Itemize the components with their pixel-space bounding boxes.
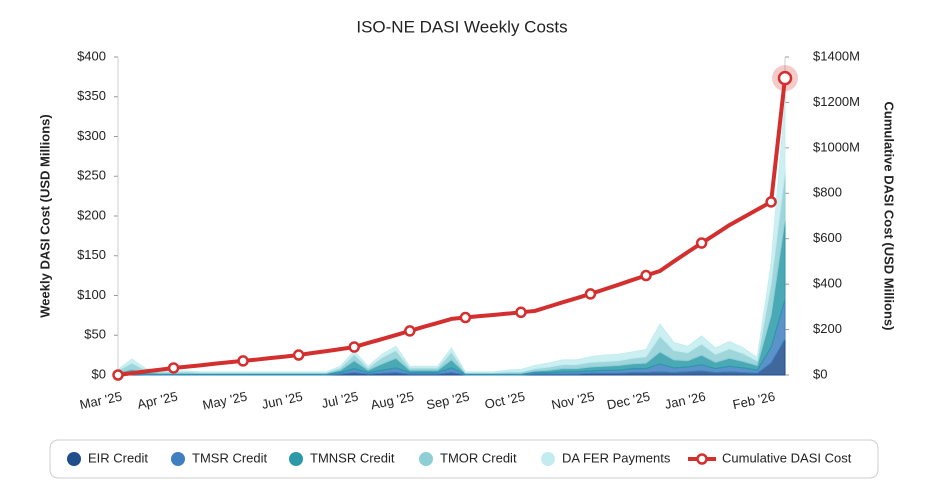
- line-marker: [348, 341, 360, 353]
- line-marker: [112, 369, 124, 381]
- line-marker: [695, 237, 708, 249]
- y-tick-label: $100: [77, 287, 106, 302]
- area: [117, 172, 786, 374]
- y2-tick-label: $800: [813, 185, 842, 200]
- y2-tick-label: $1400M: [813, 48, 860, 63]
- legend-label: TMSR Credit: [192, 450, 268, 465]
- y2-tick-label: $200: [813, 321, 842, 336]
- line-marker: [777, 70, 793, 86]
- x-tick-label: Feb '26: [731, 389, 776, 413]
- legend-box: [49, 439, 879, 479]
- x-tick-label: May '25: [201, 389, 248, 413]
- y2-tick-label: $1000M: [813, 139, 860, 154]
- legend-label: EIR Credit: [88, 450, 148, 465]
- legend-swatch: [289, 452, 303, 466]
- y-tick-label: $250: [77, 168, 106, 183]
- line-marker: [167, 362, 180, 374]
- y2-axis-label: Cumulative DASI Cost (USD Millions): [882, 102, 897, 331]
- y2-tick-label: $400: [813, 276, 842, 291]
- legend-swatch: [541, 452, 555, 466]
- x-tick-label: Aug '25: [369, 389, 415, 413]
- chart-title: ISO-NE DASI Weekly Costs: [356, 17, 567, 36]
- x-tick-label: Jul '25: [320, 389, 359, 411]
- legend-swatch: [67, 452, 81, 466]
- y-tick-label: $0: [92, 366, 106, 381]
- legend-label: TMNSR Credit: [310, 450, 395, 465]
- y-tick-label: $300: [77, 128, 106, 143]
- legend-swatch: [419, 452, 433, 466]
- x-tick-label: Sep '25: [425, 389, 471, 413]
- line-marker: [404, 325, 416, 337]
- line-marker: [237, 355, 249, 367]
- x-tick-label: Oct '25: [483, 389, 526, 412]
- y2-tick-label: $1200M: [813, 94, 860, 109]
- y2-tick-label: $600: [813, 230, 842, 245]
- x-tick-label: Jun '25: [260, 389, 304, 412]
- x-tick-label: Mar '25: [78, 389, 123, 413]
- legend-label: TMOR Credit: [440, 450, 517, 465]
- y2-tick-label: $0: [813, 366, 827, 381]
- x-tick-label: Jan '26: [663, 389, 707, 412]
- x-tick-label: Nov '25: [550, 389, 596, 413]
- y-tick-label: $350: [77, 88, 106, 103]
- legend-label: DA FER Payments: [562, 450, 671, 465]
- line-marker: [292, 349, 305, 361]
- legend-swatch: [171, 452, 185, 466]
- y-tick-label: $50: [84, 327, 106, 342]
- line-marker: [765, 196, 777, 208]
- y-tick-label: $400: [77, 48, 106, 63]
- legend-label: Cumulative DASI Cost: [722, 450, 852, 465]
- legend-swatch: [696, 453, 708, 465]
- x-tick-label: Dec '25: [606, 389, 652, 413]
- line: [117, 77, 787, 377]
- y-tick-label: $150: [77, 247, 106, 262]
- line-marker: [640, 269, 652, 282]
- area: [117, 100, 786, 374]
- y-axis-label: Weekly DASI Cost (USD Millions): [37, 114, 52, 317]
- y-tick-label: $200: [77, 207, 106, 222]
- line-marker: [459, 311, 472, 324]
- line-marker: [515, 306, 527, 319]
- line-marker: [584, 288, 597, 300]
- x-tick-label: Apr '25: [136, 389, 179, 412]
